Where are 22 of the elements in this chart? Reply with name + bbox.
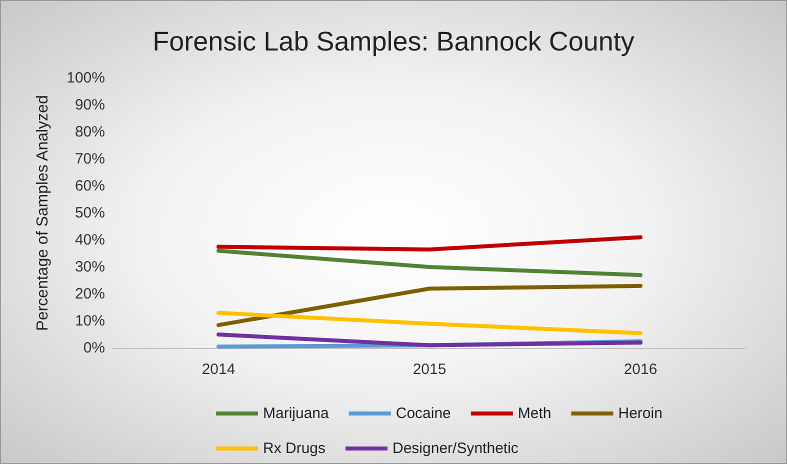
- legend-label: Meth: [518, 405, 552, 422]
- y-axis-title: Percentage of Samples Analyzed: [34, 95, 52, 331]
- y-tick-label: 90%: [74, 96, 105, 114]
- y-tick-label: 70%: [74, 150, 105, 168]
- y-tick-label: 80%: [74, 124, 105, 140]
- x-tick-label: 2014: [202, 361, 236, 378]
- y-tick-label: 100%: [66, 70, 105, 86]
- y-tick-label: 0%: [83, 340, 105, 356]
- y-tick-label: 60%: [74, 178, 105, 194]
- x-tick-label: 2015: [412, 361, 446, 378]
- x-tick-label: 2016: [624, 361, 658, 378]
- legend-label: Designer/Synthetic: [392, 440, 519, 457]
- legend-label: Marijuana: [263, 405, 330, 422]
- y-tick-label: 40%: [74, 232, 105, 248]
- chart-title: Forensic Lab Samples: Bannock County: [152, 26, 635, 56]
- y-tick-label: 20%: [74, 286, 105, 302]
- legend-label: Heroin: [618, 405, 662, 422]
- y-tick-label: 30%: [74, 258, 105, 276]
- legend-label: Cocaine: [396, 405, 451, 422]
- y-tick-label: 10%: [74, 312, 105, 330]
- y-tick-label: 50%: [74, 204, 105, 222]
- legend-label: Rx Drugs: [263, 440, 326, 457]
